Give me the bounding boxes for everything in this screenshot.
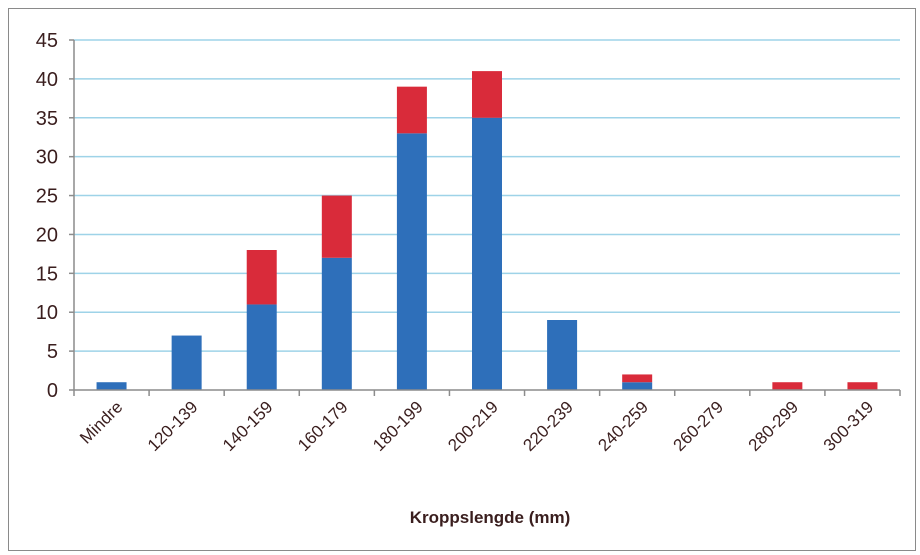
bar-segment-series-1 bbox=[321, 257, 352, 390]
x-tick-label: 180-199 bbox=[369, 397, 427, 455]
x-tick-label: Mindre bbox=[76, 397, 126, 447]
y-tick-label: 20 bbox=[36, 224, 58, 246]
bar-segment-series-1 bbox=[96, 382, 127, 390]
y-tick-label: 40 bbox=[36, 69, 58, 91]
y-tick-labels: 0 5 10 15 20 25 30 35 40 45 bbox=[36, 30, 58, 402]
x-tick-label: 160-179 bbox=[294, 397, 352, 455]
bar-segment-series-2 bbox=[847, 382, 878, 390]
x-tick-label: 280-299 bbox=[745, 397, 803, 455]
x-tick-label: 120-139 bbox=[144, 397, 202, 455]
x-tick-label: 220-239 bbox=[519, 397, 577, 455]
bar-segment-series-2 bbox=[396, 86, 427, 134]
y-tick-label: 35 bbox=[36, 108, 58, 130]
bar-segment-series-1 bbox=[171, 335, 202, 390]
bar-segment-series-2 bbox=[472, 71, 502, 118]
x-tick-label: 140-159 bbox=[219, 397, 277, 455]
bar-segment-series-1 bbox=[396, 133, 427, 391]
y-tick-label: 10 bbox=[36, 302, 58, 324]
bar-segment-series-2 bbox=[772, 382, 803, 390]
bar-segment-series-1 bbox=[472, 117, 502, 391]
bar-segment-series-2 bbox=[622, 374, 653, 383]
y-tick-label: 5 bbox=[47, 341, 58, 363]
y-tick-label: 0 bbox=[47, 380, 58, 402]
bar-segment-series-2 bbox=[246, 250, 277, 305]
x-tick-label: 240-259 bbox=[594, 397, 652, 455]
y-tick-label: 25 bbox=[36, 186, 58, 208]
y-tick-label: 45 bbox=[36, 30, 58, 52]
x-tick-labels: Mindre 120-139 140-159 160-179 180-199 200-21… bbox=[76, 397, 877, 455]
chart-frame bbox=[8, 8, 916, 551]
y-tick-label: 15 bbox=[36, 263, 58, 285]
x-tick-label: 260-279 bbox=[670, 397, 728, 455]
bar-segment-series-2 bbox=[321, 195, 352, 258]
bar-segment-series-1 bbox=[547, 320, 578, 390]
axes bbox=[69, 39, 901, 396]
x-axis-title: Kroppslengde (mm) bbox=[410, 508, 571, 527]
x-tick-label: 300-319 bbox=[820, 397, 878, 455]
bar-segment-series-1 bbox=[246, 304, 277, 390]
bars bbox=[96, 71, 878, 391]
x-tick-label: 200-219 bbox=[444, 397, 502, 455]
bar-segment-series-1 bbox=[622, 382, 653, 390]
y-tick-label: 30 bbox=[36, 147, 58, 169]
